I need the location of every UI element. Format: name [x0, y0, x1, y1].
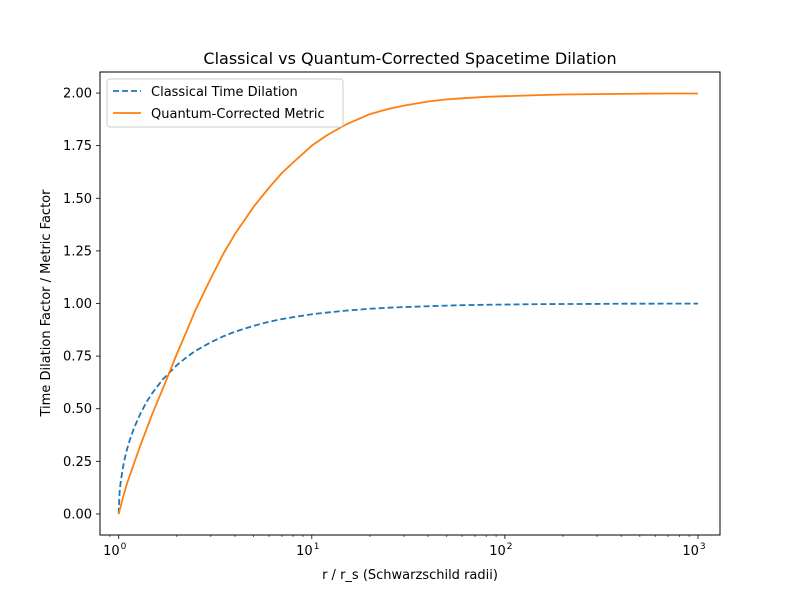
plot-area: [117, 92, 699, 515]
y-tick-label-3: 0.75: [63, 350, 92, 365]
series-line-1: [117, 92, 698, 515]
legend: Classical Time Dilation Quantum-Correcte…: [106, 78, 344, 128]
y-axis-label: Time Dilation Factor / Metric Factor: [39, 189, 54, 418]
legend-label-quantum: Quantum-Corrected Metric: [151, 107, 325, 122]
y-tick-label-8: 2.00: [63, 87, 92, 102]
y-tick-label-5: 1.25: [63, 244, 92, 259]
y-tick-label-2: 0.50: [63, 402, 92, 417]
y-tick-label-0: 0.00: [63, 507, 92, 522]
x-axis-label: r / r_s (Schwarzschild radii): [322, 568, 498, 583]
y-tick-label-1: 0.25: [63, 455, 92, 470]
y-tick-label-4: 1.00: [63, 297, 92, 312]
legend-box: [106, 78, 344, 128]
y-tick-label-6: 1.50: [63, 192, 92, 207]
y-axis: 0.00 0.25 0.50 0.75 1.00 1.25 1.50 1.75 2.00: [63, 87, 100, 522]
legend-label-classical: Classical Time Dilation: [151, 85, 298, 100]
y-tick-label-7: 1.75: [63, 139, 92, 154]
chart-title: Classical vs Quantum-Corrected Spacetime…: [203, 49, 616, 68]
axes-frame: [99, 71, 721, 536]
series-line-0: [117, 302, 699, 514]
